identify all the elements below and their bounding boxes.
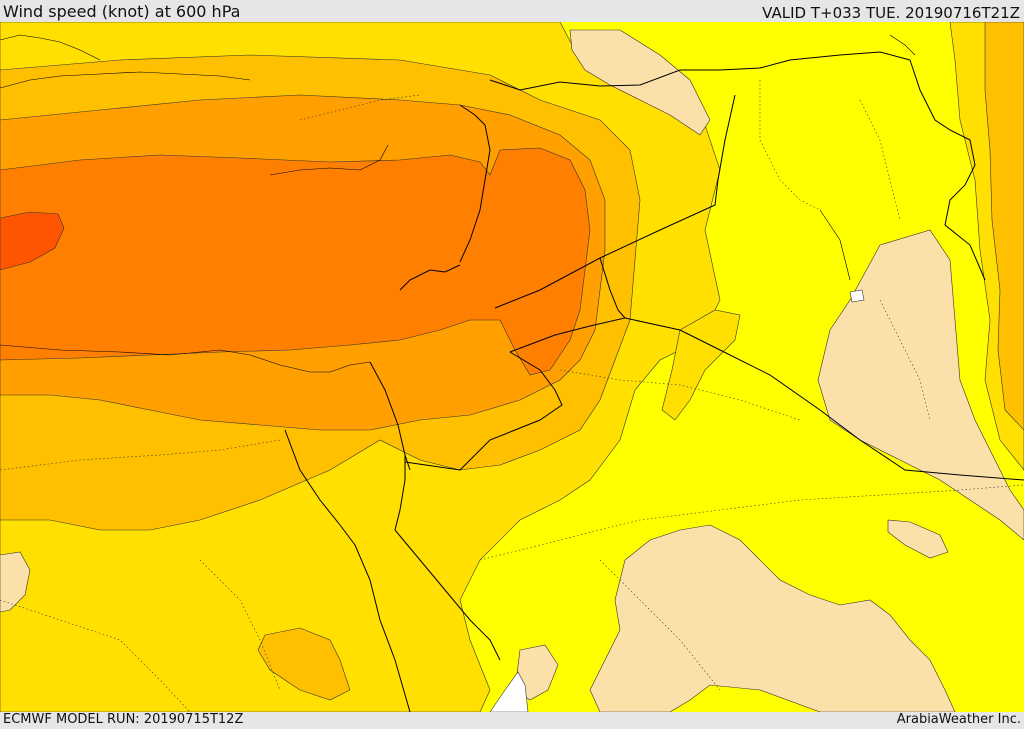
water-red-sea xyxy=(489,671,529,712)
coastlines xyxy=(0,34,916,373)
band-lt10-4 xyxy=(0,551,31,613)
band-lt10-3 xyxy=(589,524,956,712)
band-lt10-2 xyxy=(817,229,1024,541)
band-lt10-1 xyxy=(569,29,711,136)
water-gulf xyxy=(849,289,865,303)
map-title: Wind speed (knot) at 600 hPa xyxy=(3,2,241,21)
country-borders xyxy=(284,51,1024,712)
wind-speed-map xyxy=(0,22,1024,712)
valid-time: VALID T+033 TUE. 20190716T21Z xyxy=(762,4,1020,22)
footer-bar: ECMWF MODEL RUN: 20190715T12Z ArabiaWeat… xyxy=(0,712,1024,729)
admin-boundaries xyxy=(0,80,1024,712)
credit: ArabiaWeather Inc. xyxy=(896,712,1021,727)
band-35-40 xyxy=(0,211,65,271)
band-20-25-east xyxy=(984,22,1024,431)
band-lt10-6 xyxy=(887,519,949,559)
band-20-25-south xyxy=(257,627,351,701)
model-run: ECMWF MODEL RUN: 20190715T12Z xyxy=(3,712,244,727)
header-bar: Wind speed (knot) at 600 hPa VALID T+033… xyxy=(0,0,1024,22)
band-15-20-patch xyxy=(661,309,741,421)
band-30-35 xyxy=(0,147,591,376)
